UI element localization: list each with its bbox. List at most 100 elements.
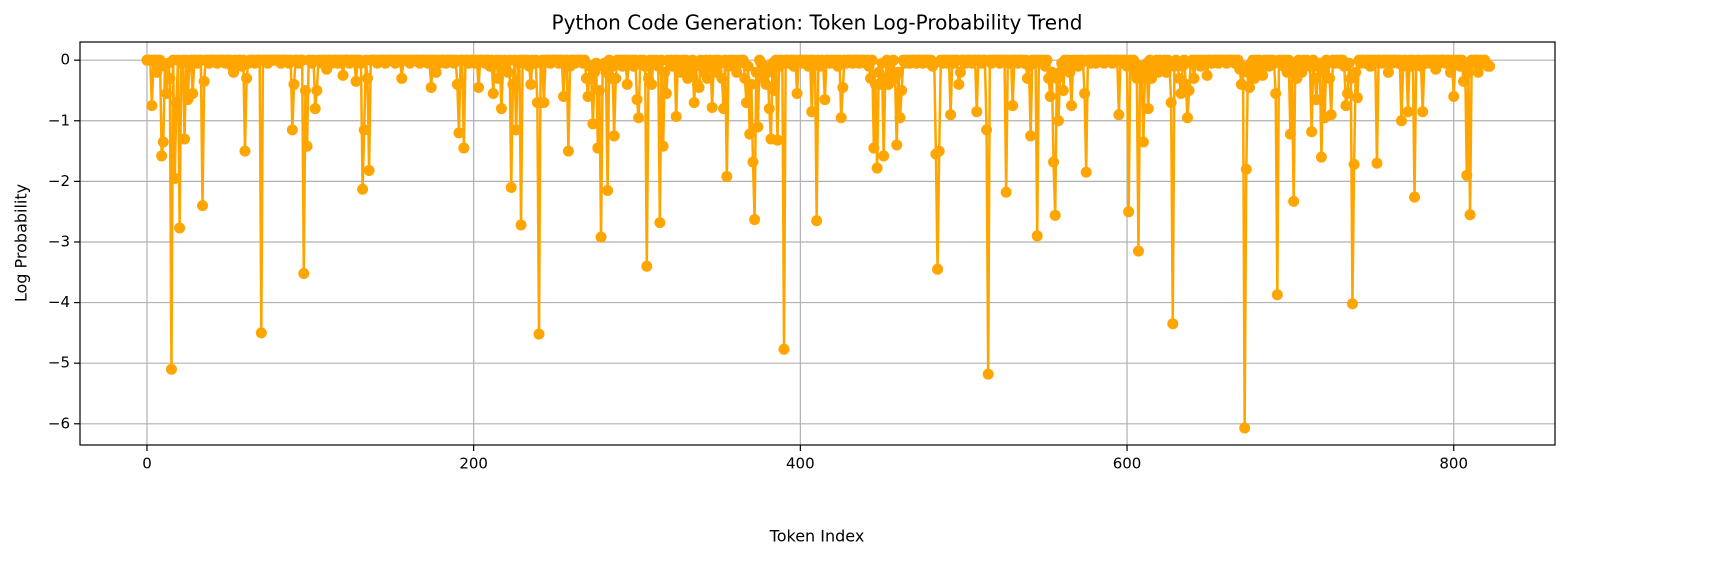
- data-point: [1113, 109, 1125, 121]
- data-point: [1270, 88, 1282, 100]
- y-tick-label: −1: [48, 111, 70, 129]
- x-tick-label: 200: [459, 455, 488, 473]
- data-point: [1444, 66, 1456, 78]
- plot-area: [141, 54, 1496, 434]
- data-point: [507, 78, 519, 90]
- data-point: [430, 66, 442, 78]
- data-point: [197, 200, 209, 212]
- data-point: [538, 97, 550, 109]
- data-point: [350, 75, 362, 87]
- data-point: [1044, 91, 1056, 103]
- data-point: [363, 164, 375, 176]
- x-axis-label: Token Index: [769, 527, 865, 546]
- data-point: [198, 75, 210, 87]
- data-point: [646, 78, 658, 90]
- data-point: [510, 124, 522, 136]
- data-point: [593, 84, 605, 96]
- data-point: [660, 88, 672, 100]
- data-point: [1007, 100, 1019, 112]
- data-point: [337, 69, 349, 81]
- data-point: [762, 66, 774, 78]
- data-point: [228, 66, 240, 78]
- data-point: [1201, 69, 1213, 81]
- data-point: [311, 84, 323, 96]
- data-point: [1049, 209, 1061, 221]
- data-point: [602, 184, 614, 196]
- data-point: [1409, 191, 1421, 203]
- data-point: [592, 142, 604, 154]
- data-point: [1257, 69, 1269, 81]
- data-point: [505, 181, 517, 193]
- data-point: [1343, 57, 1355, 69]
- data-point: [515, 219, 527, 231]
- data-point: [473, 81, 485, 93]
- data-point: [1244, 81, 1256, 93]
- data-point: [1057, 84, 1069, 96]
- data-point: [871, 162, 883, 174]
- data-point: [1350, 66, 1362, 78]
- data-point: [954, 66, 966, 78]
- data-point: [892, 66, 904, 78]
- data-point: [288, 78, 300, 90]
- data-point: [866, 54, 878, 66]
- data-point: [641, 260, 653, 272]
- data-point: [146, 100, 158, 112]
- ticks: 0 200 400 600 800 0 −1 −2 −3 −4 −5 −6: [48, 51, 1468, 473]
- data-point: [1021, 72, 1033, 84]
- data-point: [525, 78, 537, 90]
- data-point: [896, 84, 908, 96]
- data-point: [742, 60, 754, 72]
- data-point: [357, 183, 369, 195]
- data-point: [1240, 163, 1252, 175]
- data-point: [659, 66, 671, 78]
- data-point: [1167, 318, 1179, 330]
- data-point: [453, 127, 465, 139]
- data-point: [670, 111, 682, 123]
- data-point: [744, 128, 756, 140]
- data-point: [1132, 245, 1144, 257]
- data-point: [1472, 66, 1484, 78]
- data-point: [156, 150, 168, 162]
- data-point: [425, 81, 437, 93]
- data-point: [239, 145, 251, 157]
- data-point: [1160, 66, 1172, 78]
- data-point: [165, 363, 177, 375]
- data-point: [1188, 72, 1200, 84]
- data-point: [187, 88, 199, 100]
- data-point: [170, 97, 182, 109]
- data-point: [1342, 88, 1354, 100]
- data-point: [752, 121, 764, 133]
- data-point: [633, 112, 645, 124]
- data-point: [1000, 186, 1012, 198]
- data-point: [1395, 115, 1407, 127]
- data-point: [610, 72, 622, 84]
- data-point: [1271, 289, 1283, 301]
- data-point: [557, 91, 569, 103]
- data-point: [1346, 298, 1358, 310]
- data-point: [654, 217, 666, 229]
- data-point: [1348, 158, 1360, 170]
- data-point: [1315, 151, 1327, 163]
- data-point: [1461, 169, 1473, 181]
- data-point: [164, 72, 176, 84]
- data-point: [451, 78, 463, 90]
- data-point: [731, 66, 743, 78]
- x-tick-label: 400: [786, 455, 815, 473]
- data-point: [595, 231, 607, 243]
- data-point: [771, 134, 783, 146]
- data-point: [1309, 72, 1321, 84]
- data-point: [971, 106, 983, 118]
- data-point: [309, 103, 321, 115]
- data-point: [791, 88, 803, 100]
- data-point: [631, 94, 643, 106]
- y-tick-label: 0: [60, 51, 70, 69]
- data-point: [981, 124, 993, 136]
- data-point: [1417, 106, 1429, 118]
- data-point: [608, 130, 620, 142]
- data-point: [562, 145, 574, 157]
- x-tick-label: 600: [1113, 455, 1142, 473]
- y-tick-label: −4: [48, 293, 70, 311]
- data-point: [151, 66, 163, 78]
